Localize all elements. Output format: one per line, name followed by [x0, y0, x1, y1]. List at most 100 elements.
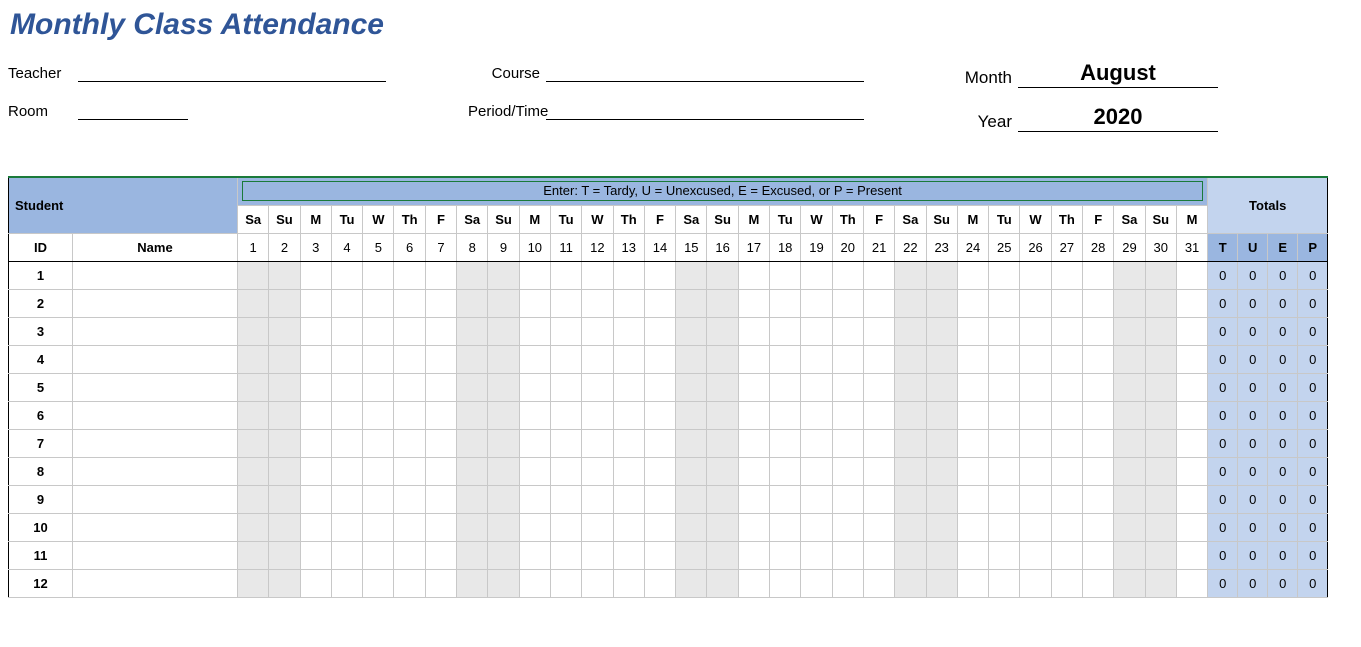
attendance-cell[interactable] — [1145, 401, 1176, 429]
row-name[interactable] — [73, 317, 238, 345]
attendance-cell[interactable] — [895, 261, 926, 289]
attendance-cell[interactable] — [457, 513, 488, 541]
attendance-cell[interactable] — [1051, 569, 1082, 597]
attendance-cell[interactable] — [1051, 401, 1082, 429]
attendance-cell[interactable] — [1051, 457, 1082, 485]
attendance-cell[interactable] — [863, 401, 894, 429]
attendance-cell[interactable] — [676, 345, 707, 373]
attendance-cell[interactable] — [394, 373, 425, 401]
attendance-cell[interactable] — [738, 513, 769, 541]
attendance-cell[interactable] — [457, 401, 488, 429]
row-name[interactable] — [73, 541, 238, 569]
attendance-cell[interactable] — [895, 289, 926, 317]
attendance-cell[interactable] — [613, 317, 644, 345]
attendance-cell[interactable] — [989, 289, 1020, 317]
attendance-cell[interactable] — [1145, 261, 1176, 289]
row-name[interactable] — [73, 345, 238, 373]
attendance-cell[interactable] — [457, 373, 488, 401]
period-input[interactable] — [546, 98, 864, 120]
attendance-cell[interactable] — [300, 513, 331, 541]
attendance-cell[interactable] — [363, 373, 394, 401]
attendance-cell[interactable] — [644, 289, 675, 317]
attendance-cell[interactable] — [488, 541, 519, 569]
attendance-cell[interactable] — [519, 541, 550, 569]
attendance-cell[interactable] — [801, 513, 832, 541]
attendance-cell[interactable] — [863, 513, 894, 541]
attendance-cell[interactable] — [1051, 485, 1082, 513]
attendance-cell[interactable] — [957, 317, 988, 345]
attendance-cell[interactable] — [425, 541, 456, 569]
attendance-cell[interactable] — [1176, 345, 1207, 373]
attendance-cell[interactable] — [613, 569, 644, 597]
attendance-cell[interactable] — [238, 373, 269, 401]
attendance-cell[interactable] — [519, 485, 550, 513]
attendance-cell[interactable] — [519, 457, 550, 485]
attendance-cell[interactable] — [644, 513, 675, 541]
attendance-cell[interactable] — [488, 513, 519, 541]
attendance-cell[interactable] — [770, 485, 801, 513]
attendance-cell[interactable] — [269, 541, 300, 569]
attendance-cell[interactable] — [989, 345, 1020, 373]
attendance-cell[interactable] — [331, 457, 362, 485]
attendance-cell[interactable] — [550, 429, 581, 457]
attendance-cell[interactable] — [613, 373, 644, 401]
attendance-cell[interactable] — [1051, 513, 1082, 541]
attendance-cell[interactable] — [1020, 373, 1051, 401]
attendance-cell[interactable] — [738, 485, 769, 513]
attendance-cell[interactable] — [613, 261, 644, 289]
attendance-cell[interactable] — [488, 317, 519, 345]
attendance-cell[interactable] — [801, 429, 832, 457]
attendance-cell[interactable] — [989, 541, 1020, 569]
attendance-cell[interactable] — [582, 541, 613, 569]
attendance-cell[interactable] — [238, 513, 269, 541]
attendance-cell[interactable] — [1051, 373, 1082, 401]
attendance-cell[interactable] — [801, 345, 832, 373]
attendance-cell[interactable] — [863, 261, 894, 289]
attendance-cell[interactable] — [832, 373, 863, 401]
attendance-cell[interactable] — [425, 513, 456, 541]
row-name[interactable] — [73, 373, 238, 401]
attendance-cell[interactable] — [300, 569, 331, 597]
attendance-cell[interactable] — [957, 345, 988, 373]
attendance-cell[interactable] — [1020, 513, 1051, 541]
attendance-cell[interactable] — [488, 289, 519, 317]
attendance-cell[interactable] — [300, 317, 331, 345]
room-input[interactable] — [78, 98, 188, 120]
attendance-cell[interactable] — [331, 485, 362, 513]
attendance-cell[interactable] — [957, 429, 988, 457]
attendance-cell[interactable] — [676, 541, 707, 569]
attendance-cell[interactable] — [269, 401, 300, 429]
attendance-cell[interactable] — [863, 569, 894, 597]
attendance-cell[interactable] — [644, 373, 675, 401]
attendance-cell[interactable] — [1020, 485, 1051, 513]
attendance-cell[interactable] — [488, 373, 519, 401]
attendance-cell[interactable] — [770, 513, 801, 541]
attendance-cell[interactable] — [519, 373, 550, 401]
attendance-cell[interactable] — [457, 457, 488, 485]
attendance-cell[interactable] — [644, 401, 675, 429]
attendance-cell[interactable] — [488, 345, 519, 373]
attendance-cell[interactable] — [1114, 429, 1145, 457]
attendance-cell[interactable] — [269, 457, 300, 485]
row-name[interactable] — [73, 485, 238, 513]
attendance-cell[interactable] — [269, 429, 300, 457]
attendance-cell[interactable] — [770, 317, 801, 345]
attendance-cell[interactable] — [1176, 569, 1207, 597]
attendance-cell[interactable] — [613, 513, 644, 541]
attendance-cell[interactable] — [676, 429, 707, 457]
attendance-cell[interactable] — [895, 485, 926, 513]
attendance-cell[interactable] — [425, 289, 456, 317]
attendance-cell[interactable] — [957, 569, 988, 597]
attendance-cell[interactable] — [1020, 569, 1051, 597]
attendance-cell[interactable] — [394, 569, 425, 597]
attendance-cell[interactable] — [707, 373, 738, 401]
attendance-cell[interactable] — [738, 401, 769, 429]
attendance-cell[interactable] — [582, 429, 613, 457]
attendance-cell[interactable] — [519, 345, 550, 373]
attendance-cell[interactable] — [989, 513, 1020, 541]
attendance-cell[interactable] — [989, 373, 1020, 401]
attendance-cell[interactable] — [770, 569, 801, 597]
attendance-cell[interactable] — [425, 373, 456, 401]
attendance-cell[interactable] — [582, 401, 613, 429]
attendance-cell[interactable] — [863, 429, 894, 457]
